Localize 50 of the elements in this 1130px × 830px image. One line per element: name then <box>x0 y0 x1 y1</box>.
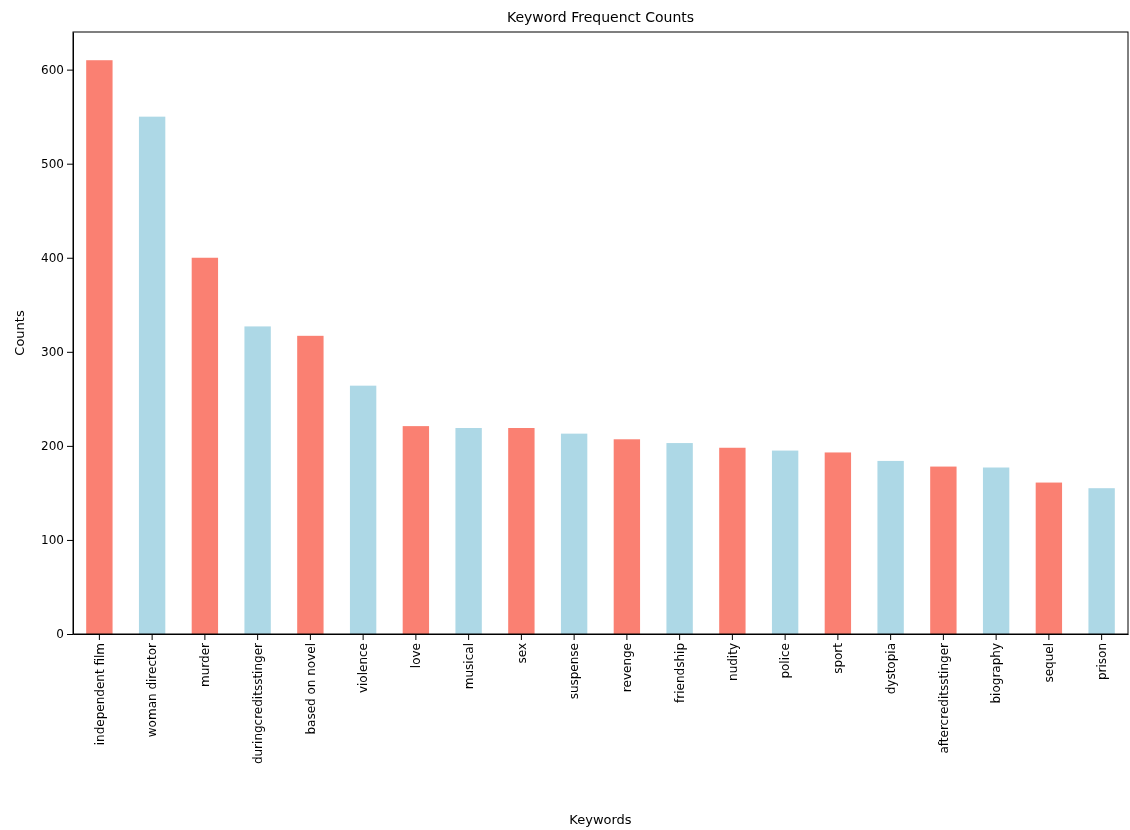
y-tick-label: 300 <box>41 345 64 360</box>
x-tick-label: police <box>778 643 793 679</box>
x-tick-label: woman director <box>145 642 160 738</box>
x-tick-label: duringcreditsstinger <box>250 642 265 765</box>
y-tick-label: 400 <box>41 251 64 266</box>
bar <box>402 426 430 634</box>
y-tick-label: 100 <box>41 533 64 548</box>
bar <box>508 428 535 634</box>
y-tick-label: 500 <box>41 157 64 172</box>
bar <box>455 428 482 634</box>
bar <box>719 447 746 634</box>
x-tick-label: aftercreditsstinger <box>936 642 951 754</box>
bar <box>349 385 377 634</box>
x-tick-label: revenge <box>620 643 635 693</box>
x-tick-label: violence <box>356 643 371 694</box>
x-tick-label: love <box>409 643 424 669</box>
bar <box>824 452 852 634</box>
x-tick-label: murder <box>198 642 213 687</box>
bar <box>297 335 324 634</box>
x-tick-label: nudity <box>725 643 740 681</box>
x-tick-label: musical <box>461 643 476 690</box>
bar <box>930 466 957 634</box>
bar <box>138 116 166 634</box>
x-tick-label: friendship <box>672 643 687 703</box>
bar <box>1088 488 1115 634</box>
y-axis-title: Counts <box>12 310 27 356</box>
x-tick-label: biography <box>989 643 1004 704</box>
x-tick-label: independent film <box>92 643 107 746</box>
bar <box>1035 482 1063 634</box>
x-tick-label: sequel <box>1042 643 1057 683</box>
y-tick-label: 600 <box>41 62 64 77</box>
x-tick-label: prison <box>1094 643 1109 681</box>
bar <box>982 467 1010 634</box>
bar <box>560 433 588 634</box>
chart-title: Keyword Frequenct Counts <box>506 9 695 25</box>
x-tick-label: dystopia <box>883 643 898 695</box>
bar <box>666 443 693 634</box>
x-tick-label: based on novel <box>303 643 318 735</box>
x-axis-title: Keywords <box>569 812 632 827</box>
bar <box>191 257 219 634</box>
bar <box>771 450 799 634</box>
bar <box>86 60 113 634</box>
bar <box>244 326 271 634</box>
x-tick-label: sport <box>831 642 846 674</box>
x-tick-label: suspense <box>567 643 582 700</box>
y-tick-label: 200 <box>41 439 64 454</box>
bar <box>877 460 904 634</box>
y-tick-label: 0 <box>56 627 64 642</box>
bar <box>613 439 641 634</box>
x-tick-label: sex <box>514 643 529 664</box>
